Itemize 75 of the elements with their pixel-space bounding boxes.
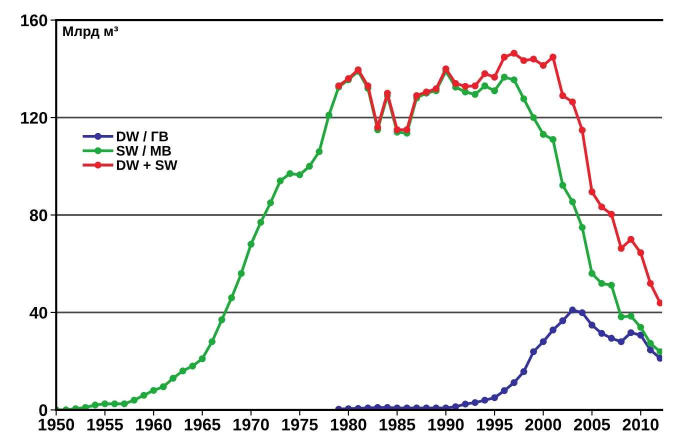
point <box>656 354 662 362</box>
point <box>618 338 625 346</box>
point <box>588 188 596 196</box>
x-tick-label: 1985 <box>380 418 416 430</box>
point <box>472 82 479 90</box>
point <box>530 56 537 63</box>
x-tick-label: 1975 <box>282 418 318 430</box>
point <box>491 394 498 402</box>
legend-label: DW + SW <box>116 160 178 170</box>
point <box>559 92 566 100</box>
y-tick-label: 80 <box>30 209 48 222</box>
x-tick-label: 1965 <box>184 418 220 430</box>
point <box>500 54 508 61</box>
point <box>550 54 556 61</box>
point <box>627 329 634 336</box>
point <box>559 317 566 324</box>
point <box>608 210 615 218</box>
y-tick-label: 120 <box>21 112 48 124</box>
point <box>569 98 576 106</box>
x-tick-label: 1990 <box>428 418 464 430</box>
point <box>374 124 382 131</box>
point <box>540 338 547 346</box>
point <box>462 400 469 408</box>
point <box>510 379 518 386</box>
point <box>384 90 391 97</box>
point <box>569 306 576 314</box>
point <box>462 82 469 90</box>
point <box>540 62 547 69</box>
point <box>598 330 606 337</box>
x-tick-label: 2005 <box>574 418 610 430</box>
legend-label: DW / ГВ <box>116 131 168 142</box>
point <box>608 334 615 342</box>
x-tick-label: 2010 <box>622 418 659 430</box>
x-tick-label: 1980 <box>330 418 366 430</box>
point <box>394 126 401 134</box>
point <box>442 65 450 72</box>
point <box>637 249 644 256</box>
point <box>510 50 518 57</box>
point <box>656 299 662 306</box>
y-axis-title: Млрд м³ <box>63 26 118 39</box>
point <box>491 74 498 81</box>
point <box>500 387 508 394</box>
x-tick-label: 1950 <box>38 418 74 430</box>
point <box>646 280 654 287</box>
point <box>618 244 625 252</box>
y-tick-label: 0 <box>39 404 48 416</box>
point <box>374 404 382 410</box>
point <box>364 82 372 90</box>
point <box>578 309 586 316</box>
point <box>646 346 654 354</box>
point <box>627 236 634 243</box>
x-tick-label: 1960 <box>136 418 172 430</box>
point <box>637 332 644 339</box>
point <box>530 348 537 356</box>
point <box>481 70 488 78</box>
x-tick-label: 2000 <box>525 418 562 430</box>
point <box>578 126 586 134</box>
x-tick-label: 1995 <box>477 418 513 430</box>
point <box>452 403 460 410</box>
y-tick-label: 160 <box>21 14 48 26</box>
point <box>481 396 488 404</box>
point <box>452 80 460 87</box>
x-tick-label: 1955 <box>87 418 123 430</box>
legend-label: SW / МВ <box>116 146 171 156</box>
point <box>384 404 391 410</box>
y-tick-label: 40 <box>30 306 48 319</box>
point <box>520 57 528 64</box>
point <box>472 399 479 406</box>
point <box>598 203 606 210</box>
point <box>550 326 556 334</box>
point <box>520 368 528 376</box>
point <box>413 92 420 100</box>
point <box>403 126 410 134</box>
x-tick-label: 1970 <box>234 418 269 430</box>
point <box>588 322 596 329</box>
